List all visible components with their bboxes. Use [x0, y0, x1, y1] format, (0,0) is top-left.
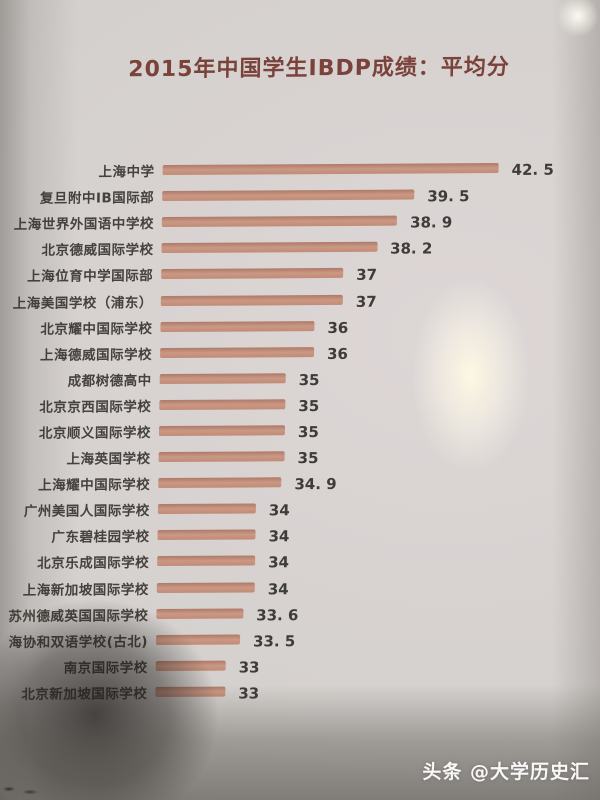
chart-row: 北京耀中国际学校 36	[2, 311, 600, 341]
score-bar	[159, 399, 286, 410]
chart-row: 广东碧桂园学校 34	[0, 520, 600, 550]
school-label: 上海中学	[98, 164, 155, 181]
score-bar	[158, 477, 282, 489]
score-bar	[156, 581, 255, 593]
school-label: 北京乐成国际学校	[37, 555, 150, 573]
chart-row: 上海德威国际学校 36	[2, 337, 600, 367]
score-value-label: 42. 5	[511, 160, 554, 179]
score-value-label: 33. 6	[256, 605, 299, 625]
score-bar	[160, 346, 315, 358]
chart-row: 成都树德高中 35	[2, 363, 600, 393]
score-bar	[160, 320, 315, 332]
score-value-label: 37	[356, 266, 378, 285]
score-bar	[157, 503, 256, 515]
watermark: 头条 @大学历史汇	[422, 761, 590, 783]
score-bar	[155, 660, 226, 671]
score-bar	[157, 529, 256, 541]
school-label: 广东碧桂园学校	[51, 529, 150, 547]
chart-row: 上海英国学校 35	[0, 441, 600, 471]
score-bar	[156, 608, 244, 619]
score-value-label: 38. 2	[389, 239, 433, 258]
school-label: 北京顺义国际学校	[38, 425, 152, 442]
score-bar	[159, 373, 286, 384]
score-bar	[161, 268, 344, 280]
chart-row: 北京新加坡国际学校 33	[0, 676, 598, 706]
school-label: 苏州德威英国国际学校	[8, 607, 149, 625]
score-value-label: 35	[297, 449, 319, 468]
score-bar	[162, 163, 499, 176]
bar-chart-rows: 上海中学 42. 5 复旦附中IB国际部 39. 5 上海世界外国语中学校 38…	[0, 154, 600, 706]
score-value-label: 36	[327, 318, 349, 337]
score-bar	[155, 686, 226, 697]
chart-title: 2015年中国学生IBDP成绩：平均分	[128, 54, 511, 83]
score-value-label: 33. 5	[252, 631, 296, 651]
score-bar	[155, 634, 241, 645]
school-label: 上海世界外国语中学校	[13, 216, 154, 234]
chart-row: 上海位育中学国际部 37	[3, 259, 600, 289]
score-value-label: 33	[238, 658, 260, 677]
score-value-label: 35	[297, 423, 319, 442]
score-bar	[158, 451, 285, 463]
school-label: 北京新加坡国际学校	[21, 686, 148, 703]
score-value-label: 34	[268, 527, 290, 546]
school-label: 北京京西国际学校	[39, 398, 152, 416]
score-value-label: 37	[355, 292, 377, 311]
chart-row: 上海美国学校（浦东） 37	[3, 285, 600, 315]
chart-row: 上海世界外国语中学校 38. 9	[4, 207, 600, 237]
school-label: 广州美国人国际学校	[23, 503, 150, 521]
score-bar	[161, 242, 378, 254]
chart-row: 北京乐成国际学校 34	[0, 546, 599, 576]
score-value-label: 34. 9	[294, 475, 337, 494]
score-bar	[162, 189, 415, 202]
chart-row: 广州美国人国际学校 34	[0, 494, 600, 524]
school-label: 上海耀中国际学校	[38, 477, 151, 494]
chart-row: 海协和双语学校(古北) 33. 5	[0, 624, 598, 654]
school-label: 上海美国学校（浦东）	[12, 294, 153, 312]
chart-row: 北京顺义国际学校 35	[1, 415, 600, 445]
score-bar	[158, 425, 286, 437]
chart-row: 复旦附中IB国际部 39. 5	[4, 180, 600, 210]
school-label: 成都树德高中	[67, 372, 152, 390]
score-bar	[161, 215, 398, 228]
score-bar	[160, 294, 343, 306]
score-value-label: 39. 5	[427, 187, 470, 206]
chart-row: 苏州德威英国国际学校 33. 6	[0, 598, 599, 628]
school-label: 上海新加坡国际学校	[22, 581, 149, 599]
score-value-label: 34	[268, 501, 290, 520]
score-value-label: 34	[268, 553, 290, 572]
score-bar	[157, 555, 256, 567]
school-label: 海协和双语学校(古北)	[8, 633, 149, 651]
school-label: 上海位育中学国际部	[27, 268, 154, 286]
chart-row: 北京京西国际学校 35	[1, 389, 600, 419]
school-label: 北京德威国际学校	[41, 242, 154, 260]
score-value-label: 35	[298, 370, 320, 389]
score-value-label: 38. 9	[409, 213, 453, 232]
chart-row: 上海新加坡国际学校 34	[0, 572, 599, 602]
chart-row: 上海耀中国际学校 34. 9	[0, 467, 600, 497]
school-label: 南京国际学校	[63, 659, 148, 677]
chart-row: 南京国际学校 33	[0, 650, 598, 680]
score-value-label: 35	[298, 396, 320, 416]
school-label: 北京耀中国际学校	[40, 320, 153, 338]
chart-row: 北京德威国际学校 38. 2	[3, 233, 600, 263]
school-label: 复旦附中IB国际部	[39, 190, 155, 207]
school-label: 上海德威国际学校	[39, 346, 153, 364]
school-label: 上海英国学校	[66, 451, 151, 468]
score-value-label: 36	[326, 344, 349, 363]
score-value-label: 34	[267, 579, 289, 598]
score-value-label: 33	[238, 684, 260, 703]
chart-row: 上海中学 42. 5	[4, 154, 600, 184]
